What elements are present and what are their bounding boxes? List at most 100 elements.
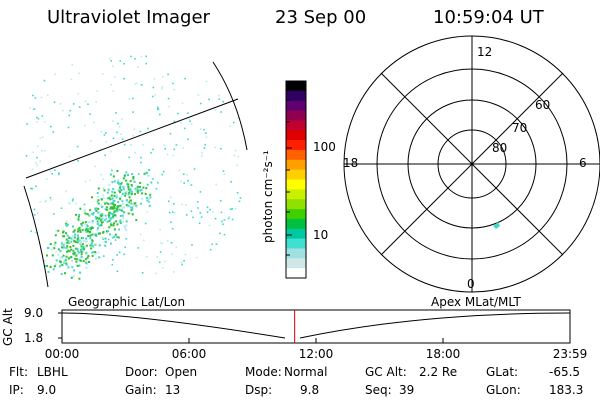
emission-pixel <box>107 208 110 211</box>
emission-pixel <box>85 230 88 233</box>
track-ylabel: GC Alt <box>1 308 15 346</box>
emission-pixel <box>60 244 63 247</box>
emission-pixel <box>116 210 119 213</box>
emission-pixel <box>75 247 78 250</box>
emission-pixel <box>193 168 196 170</box>
emission-pixel <box>161 267 164 269</box>
emission-pixel <box>173 271 175 273</box>
emission-pixel <box>37 117 40 120</box>
emission-pixel <box>130 213 132 215</box>
emission-pixel <box>117 236 120 239</box>
emission-pixel <box>118 126 121 128</box>
emission-pixel <box>125 238 127 240</box>
emission-pixel <box>199 212 202 214</box>
emission-pixel <box>104 244 107 247</box>
emission-pixel <box>181 102 184 105</box>
emission-pixel <box>73 236 76 239</box>
emission-pixel <box>49 196 52 199</box>
colorbar-tick-100: 100 <box>313 140 336 154</box>
colorbar-band <box>286 238 306 250</box>
seq-value: 39 <box>399 383 415 397</box>
emission-pixel <box>72 198 74 200</box>
emission-pixel <box>62 246 65 249</box>
emission-pixel <box>112 259 114 261</box>
emission-pixel <box>95 207 98 210</box>
emission-pixel <box>70 256 73 259</box>
date-label: 23 Sep 00 <box>275 7 367 28</box>
emission-pixel <box>142 186 145 189</box>
emission-pixel <box>128 98 131 100</box>
emission-pixel <box>218 98 221 100</box>
emission-pixel <box>76 241 79 244</box>
emission-pixel <box>119 186 122 189</box>
emission-pixel <box>102 197 105 200</box>
emission-pixel <box>117 182 120 185</box>
emission-pixel <box>85 228 88 231</box>
emission-pixel <box>74 233 76 236</box>
emission-pixel <box>131 206 134 209</box>
emission-pixel <box>110 217 113 219</box>
emission-pixel <box>75 258 78 261</box>
emission-pixel <box>140 55 143 58</box>
ip-label: IP: <box>9 383 24 397</box>
emission-pixel <box>95 251 98 254</box>
emission-pixel <box>170 242 173 244</box>
emission-pixel <box>227 217 230 220</box>
emission-pixel <box>132 97 134 100</box>
emission-pixel <box>130 193 133 196</box>
emission-pixel <box>113 180 116 183</box>
emission-pixel <box>77 215 80 218</box>
emission-pixel <box>114 233 117 236</box>
emission-pixel <box>133 180 136 183</box>
emission-pixel <box>131 185 133 188</box>
emission-pixel <box>82 237 84 240</box>
emission-pixel <box>107 214 110 217</box>
emission-pixel <box>125 224 128 227</box>
emission-pixel <box>119 221 122 224</box>
emission-pixel <box>86 224 89 227</box>
emission-pixel <box>205 132 207 134</box>
colorbar-band <box>286 120 306 131</box>
emission-pixel <box>239 197 242 199</box>
emission-pixel <box>127 185 130 188</box>
emission-pixel <box>95 243 98 246</box>
mode-value: Normal <box>284 365 328 379</box>
emission-pixel <box>77 93 80 95</box>
emission-pixel <box>96 220 99 223</box>
emission-pixel <box>150 151 152 154</box>
emission-pixel <box>100 224 103 227</box>
emission-pixel <box>233 121 235 124</box>
emission-pixel <box>70 78 73 81</box>
emission-pixel <box>68 250 71 253</box>
emission-pixel <box>89 237 92 240</box>
emission-pixel <box>167 97 170 100</box>
emission-pixel <box>130 190 133 193</box>
emission-pixel <box>112 203 115 206</box>
emission-pixel <box>65 246 68 249</box>
emission-pixel <box>197 207 199 209</box>
emission-pixel <box>181 263 183 266</box>
altitude-curve <box>61 312 571 339</box>
emission-pixel <box>77 250 79 253</box>
emission-pixel <box>77 219 80 222</box>
emission-pixel <box>80 242 83 245</box>
emission-pixel <box>94 165 97 168</box>
emission-pixel <box>44 149 46 152</box>
emission-pixel <box>119 185 122 188</box>
emission-pixel <box>105 240 107 243</box>
emission-pixel <box>87 254 90 257</box>
emission-pixel <box>112 120 114 122</box>
emission-pixel <box>103 134 106 136</box>
emission-pixel <box>119 208 122 211</box>
emission-pixel <box>147 198 150 201</box>
door-label: Door: <box>125 365 158 379</box>
emission-pixel <box>45 199 47 202</box>
emission-pixel <box>135 82 138 85</box>
emission-pixel <box>95 101 97 103</box>
emission-pixel <box>68 257 70 260</box>
emission-pixel <box>70 237 73 240</box>
emission-pixel <box>106 191 109 194</box>
emission-pixel <box>125 190 128 193</box>
emission-pixel <box>74 257 77 260</box>
emission-pixel <box>103 189 106 192</box>
